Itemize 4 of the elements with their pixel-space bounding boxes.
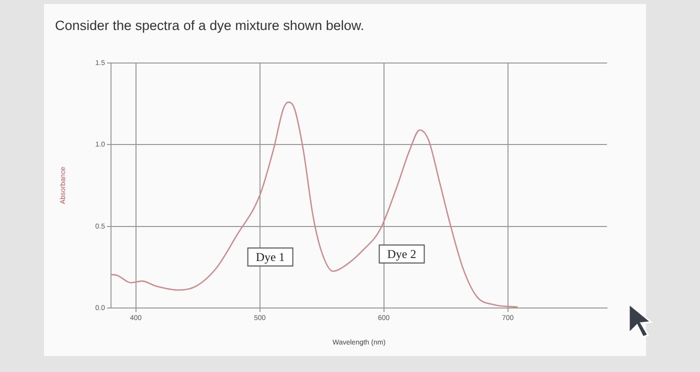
chart-title: Consider the spectra of a dye mixture shown below. (55, 18, 364, 33)
annotation: Dye 1 (256, 250, 285, 264)
annotation: Dye 2 (387, 247, 416, 262)
line-series (111, 102, 518, 308)
